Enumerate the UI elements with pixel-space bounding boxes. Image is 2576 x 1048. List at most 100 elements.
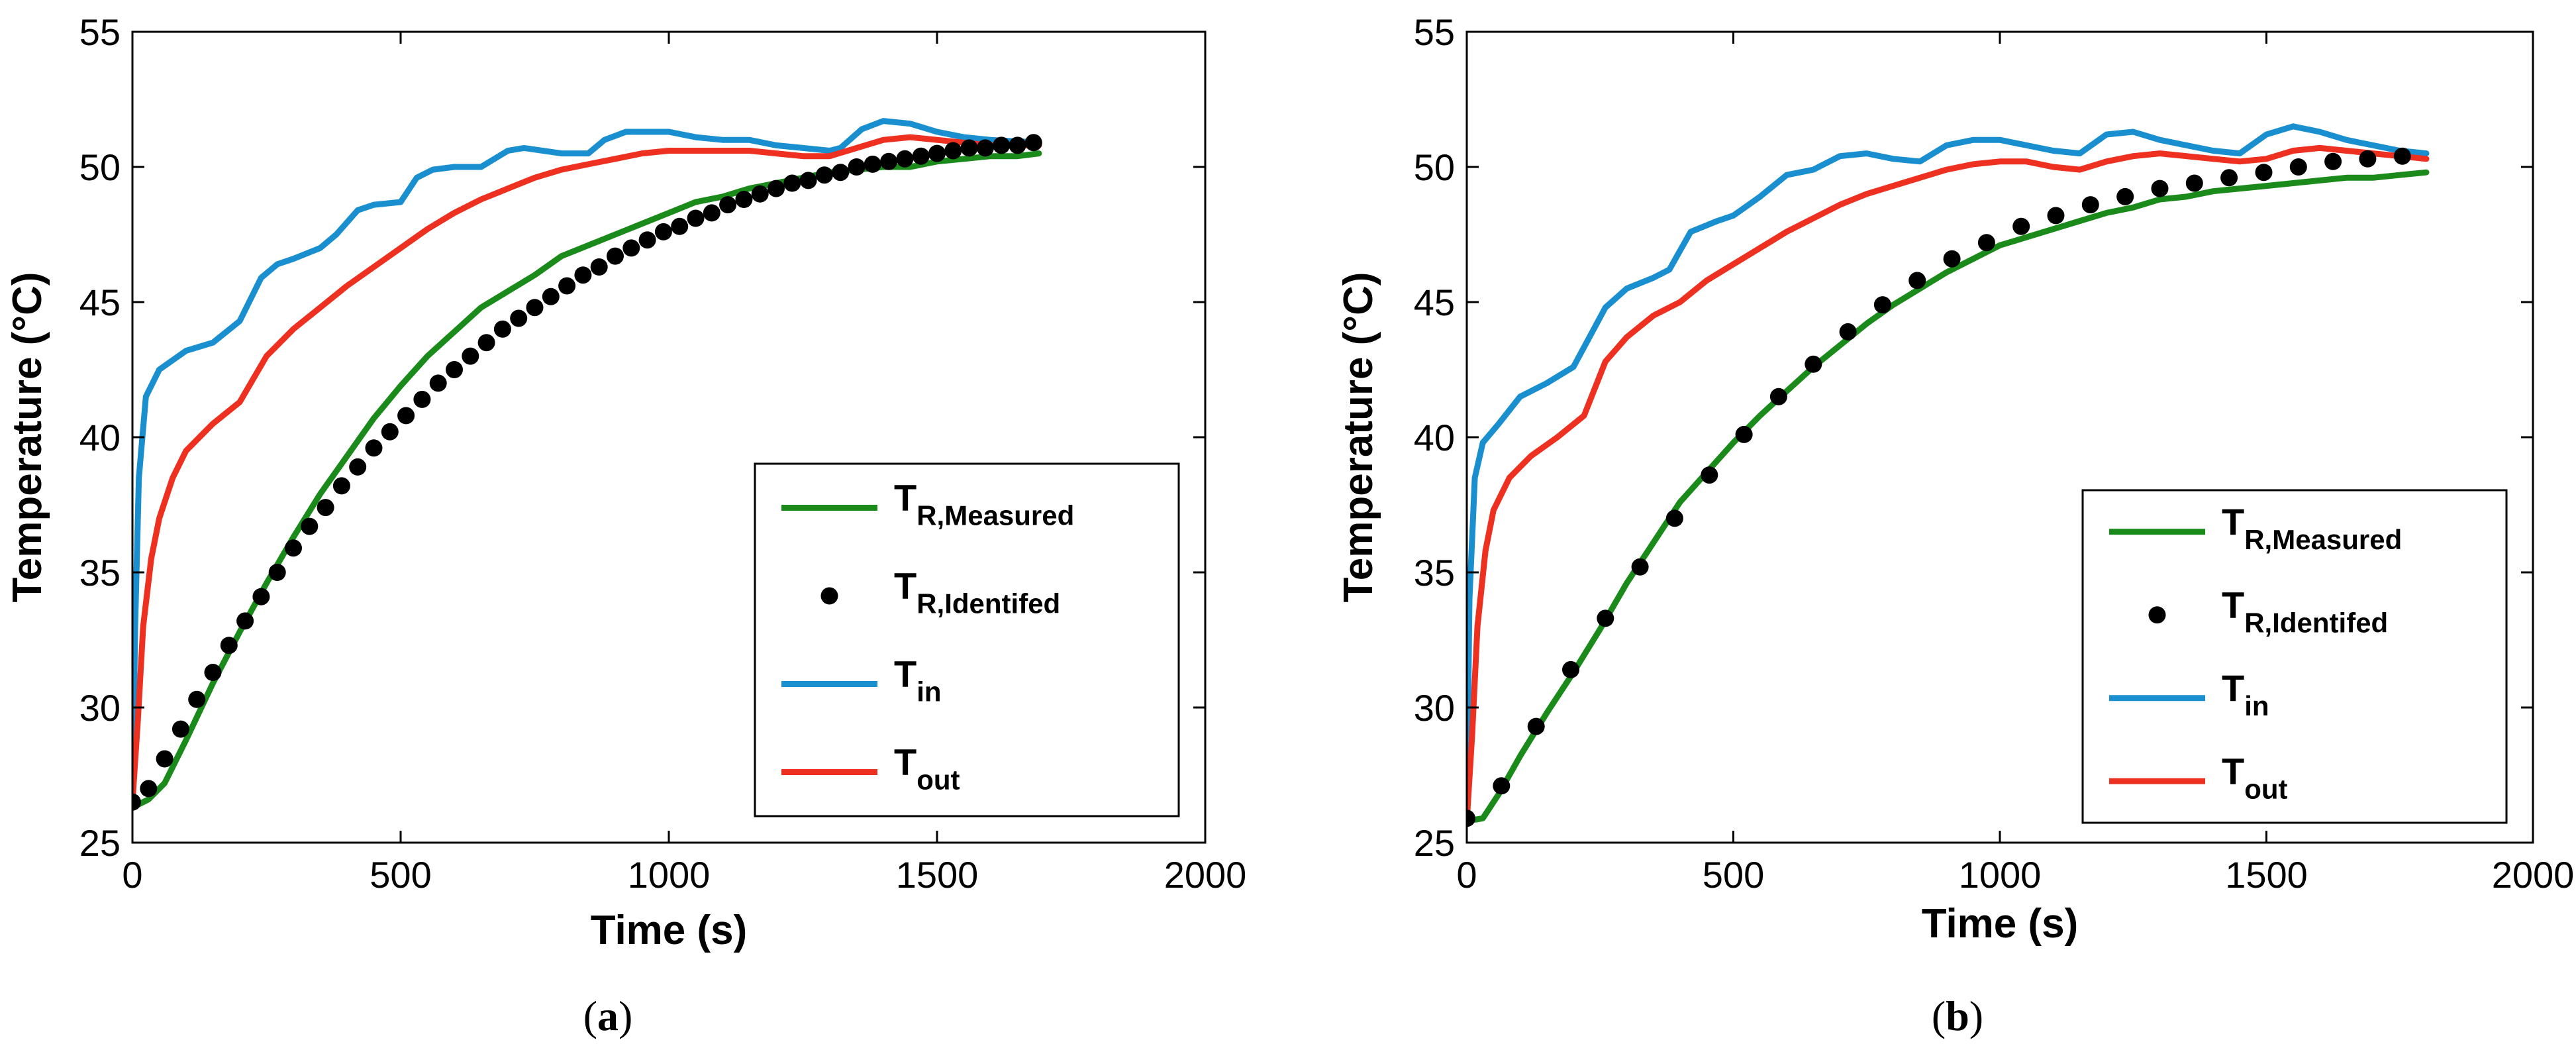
data-point (381, 423, 399, 441)
data-point (1665, 509, 1683, 527)
data-point (285, 539, 302, 557)
data-point (526, 299, 544, 317)
data-point (268, 564, 286, 581)
y-tick-label: 40 (1414, 417, 1455, 458)
data-point (2289, 158, 2307, 176)
data-point (1493, 777, 1511, 795)
data-point (413, 390, 431, 408)
data-point (1467, 810, 1475, 827)
data-point (815, 166, 833, 184)
data-point (446, 361, 463, 378)
legend-label: TR,Identifed (2222, 584, 2388, 638)
data-point (1908, 272, 1926, 289)
data-point (349, 458, 367, 476)
legend-box (754, 462, 1180, 817)
data-point (397, 407, 415, 425)
data-point (252, 588, 270, 605)
data-point (1839, 323, 1857, 341)
data-point (976, 139, 994, 157)
series-line-out (1467, 144, 2430, 824)
data-point (317, 499, 334, 517)
data-point (751, 185, 769, 203)
data-point (832, 164, 850, 182)
data-point (735, 191, 753, 208)
data-point (1024, 134, 1042, 152)
data-point (1805, 355, 1822, 373)
data-point (864, 155, 881, 173)
y-axis-label: Temperature (°C) (5, 272, 50, 602)
data-point (768, 180, 785, 197)
data-point (719, 196, 737, 214)
data-point (220, 637, 238, 655)
data-point (880, 152, 898, 170)
data-point (2359, 150, 2377, 168)
data-point (638, 231, 656, 249)
data-point (848, 158, 866, 176)
y-tick-label: 30 (79, 687, 121, 729)
data-point (1873, 296, 1891, 314)
data-point (2081, 196, 2099, 214)
x-tick-label: 0 (1456, 854, 1477, 896)
x-tick-label: 0 (122, 854, 142, 896)
x-tick-label: 1500 (2225, 854, 2308, 896)
data-point (703, 204, 720, 222)
y-tick-label: 55 (79, 11, 121, 53)
data-point (912, 147, 930, 165)
data-point (558, 277, 576, 295)
data-point (1977, 234, 1995, 252)
series-line-in (132, 118, 1042, 806)
x-tick-label: 1500 (896, 854, 979, 896)
legend-swatch (2148, 606, 2166, 624)
data-point (687, 209, 705, 227)
data-point (607, 247, 624, 265)
data-point (944, 142, 962, 160)
y-tick-label: 50 (1414, 146, 1455, 188)
y-tick-label: 35 (1414, 552, 1455, 594)
data-point (477, 334, 495, 352)
series-line-out (132, 134, 1042, 806)
y-tick-label: 25 (79, 822, 121, 864)
legend-label: Tout (894, 741, 960, 796)
x-tick-label: 1000 (628, 854, 711, 896)
data-point (1631, 558, 1649, 576)
data-point (462, 347, 479, 365)
data-point (1735, 425, 1753, 443)
data-point (1009, 136, 1026, 154)
legend-label: Tin (2222, 667, 2269, 721)
plot-area (1467, 123, 2430, 827)
x-axis-label: Time (s) (591, 908, 748, 953)
data-point (2116, 187, 2134, 205)
series-line-in (1467, 123, 2430, 824)
y-tick-label: 35 (79, 552, 121, 594)
y-tick-label: 45 (79, 282, 121, 323)
data-point (2220, 169, 2238, 187)
data-point (993, 136, 1011, 154)
caption-b: (b) (1932, 992, 1983, 1039)
data-point (654, 223, 672, 240)
data-point (960, 139, 978, 157)
data-point (2151, 180, 2169, 197)
data-point (2185, 174, 2203, 192)
data-point (2255, 164, 2273, 182)
data-point (542, 288, 560, 305)
data-point (172, 720, 189, 738)
data-point (896, 150, 914, 168)
data-point (671, 217, 689, 235)
y-tick-label: 50 (79, 146, 121, 188)
data-point (590, 258, 608, 276)
data-point (622, 239, 640, 257)
x-tick-label: 2000 (2492, 854, 2575, 896)
legend: TR,Measured TR,Identifed Tin Tout (2081, 489, 2508, 824)
legend: TR,Measured TR,Identifed Tin Tout (754, 462, 1180, 817)
data-point (799, 172, 817, 189)
data-point (1769, 388, 1787, 405)
x-axis-label: Time (s) (1922, 901, 2079, 947)
data-point (2012, 217, 2030, 235)
data-point (132, 793, 141, 811)
data-point (1562, 660, 1579, 678)
y-tick-label: 25 (1414, 822, 1455, 864)
data-point (156, 750, 173, 768)
legend-box (2081, 489, 2508, 824)
data-point (1597, 609, 1614, 627)
data-point (188, 690, 206, 708)
